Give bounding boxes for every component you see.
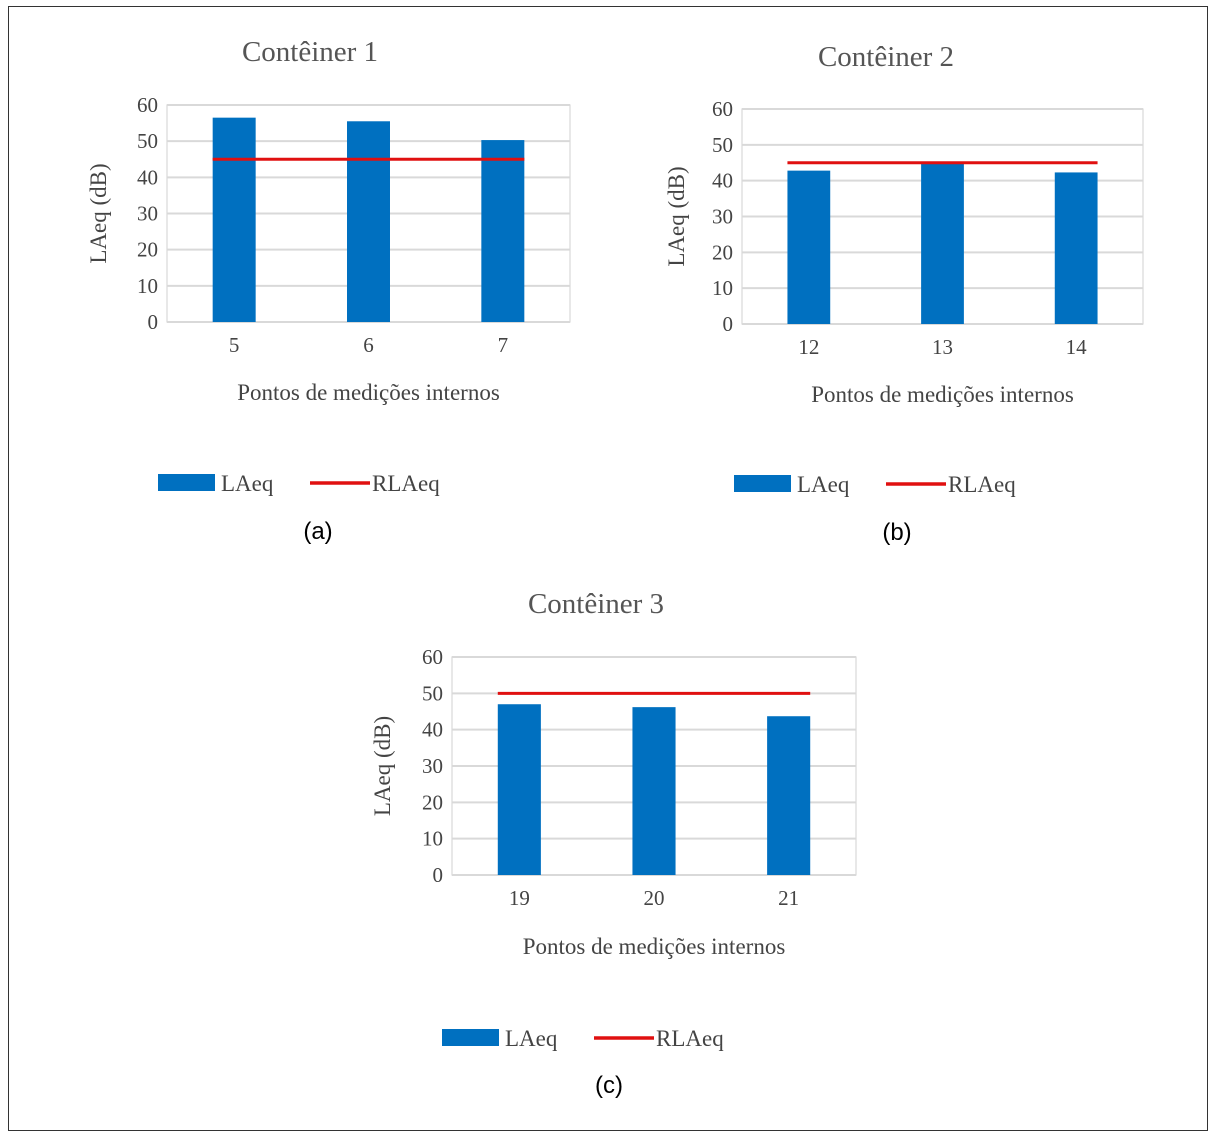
chart-3-legend-line-label: RLAeq xyxy=(656,1026,724,1051)
chart-3-bar-20 xyxy=(632,707,676,875)
chart-2-x-tick-12: 12 xyxy=(798,335,819,359)
chart-3-y-tick-60: 60 xyxy=(422,645,443,669)
chart-3-y-tick-0: 0 xyxy=(433,863,444,887)
chart-1-x-tick-6: 6 xyxy=(363,333,374,357)
chart-2-y-axis-label: LAeq (dB) xyxy=(664,166,689,266)
chart-1-y-tick-40: 40 xyxy=(137,165,158,189)
chart-3-y-tick-30: 30 xyxy=(422,754,443,778)
chart-2-x-tick-14: 14 xyxy=(1066,335,1088,359)
chart-3-x-axis-label: Pontos de medições internos xyxy=(523,934,786,959)
chart-3-caption: (c) xyxy=(595,1072,623,1099)
chart-3-x-tick-20: 20 xyxy=(644,886,665,910)
chart-1-legend-bar-label: LAeq xyxy=(221,471,274,496)
chart-2-bar-14 xyxy=(1054,172,1098,324)
chart-2-y-tick-0: 0 xyxy=(723,312,734,336)
chart-1-y-tick-10: 10 xyxy=(137,274,158,298)
chart-2-caption: (b) xyxy=(882,519,911,546)
chart-2-legend-line-label: RLAeq xyxy=(948,472,1016,497)
chart-2-title: Contêiner 2 xyxy=(818,41,954,73)
chart-1-y-tick-20: 20 xyxy=(137,238,158,262)
chart-2-y-tick-20: 20 xyxy=(712,240,733,264)
chart-3-bar-21 xyxy=(767,716,811,875)
chart-3-y-tick-40: 40 xyxy=(422,718,443,742)
figure-frame xyxy=(8,6,1208,1131)
chart-1-x-tick-5: 5 xyxy=(229,333,240,357)
chart-3-title: Contêiner 3 xyxy=(528,588,664,620)
chart-3-legend-bar-swatch xyxy=(442,1029,499,1046)
chart-3-x-tick-21: 21 xyxy=(778,886,799,910)
chart-2-y-tick-40: 40 xyxy=(712,169,733,193)
chart-1-x-axis-label: Pontos de medições internos xyxy=(237,380,500,405)
chart-1-y-tick-60: 60 xyxy=(137,93,158,117)
chart-1-legend-line-label: RLAeq xyxy=(372,471,440,496)
chart-2-y-tick-60: 60 xyxy=(712,97,733,121)
chart-1-y-tick-50: 50 xyxy=(137,129,158,153)
chart-1-bar-5 xyxy=(212,117,256,323)
chart-3-y-tick-50: 50 xyxy=(422,681,443,705)
chart-3-y-tick-10: 10 xyxy=(422,827,443,851)
chart-3-y-tick-20: 20 xyxy=(422,790,443,814)
chart-1-caption: (a) xyxy=(303,518,332,545)
chart-2-legend-bar-label: LAeq xyxy=(797,472,850,497)
chart-1-y-tick-0: 0 xyxy=(148,310,159,334)
chart-2-legend-bar-swatch xyxy=(734,475,791,492)
chart-2-y-tick-10: 10 xyxy=(712,276,733,300)
chart-2-x-tick-13: 13 xyxy=(932,335,953,359)
chart-1-bar-6 xyxy=(347,121,390,323)
chart-1-x-tick-7: 7 xyxy=(498,333,509,357)
chart-3-y-axis-label: LAeq (dB) xyxy=(370,716,395,816)
chart-2-bar-12 xyxy=(787,170,831,324)
chart-1-legend-bar-swatch xyxy=(158,474,215,491)
chart-1-y-axis-label: LAeq (dB) xyxy=(86,163,111,263)
chart-2-x-axis-label: Pontos de medições internos xyxy=(811,382,1074,407)
chart-3-x-tick-19: 19 xyxy=(509,886,530,910)
chart-2-bar-13 xyxy=(921,163,964,324)
chart-3-legend-bar-label: LAeq xyxy=(505,1026,558,1051)
chart-2-y-tick-30: 30 xyxy=(712,205,733,229)
chart-3-bar-19 xyxy=(497,704,541,875)
chart-1-y-tick-30: 30 xyxy=(137,202,158,226)
chart-1-bar-7 xyxy=(481,140,525,322)
chart-2-y-tick-50: 50 xyxy=(712,133,733,157)
chart-1-title: Contêiner 1 xyxy=(242,36,378,68)
